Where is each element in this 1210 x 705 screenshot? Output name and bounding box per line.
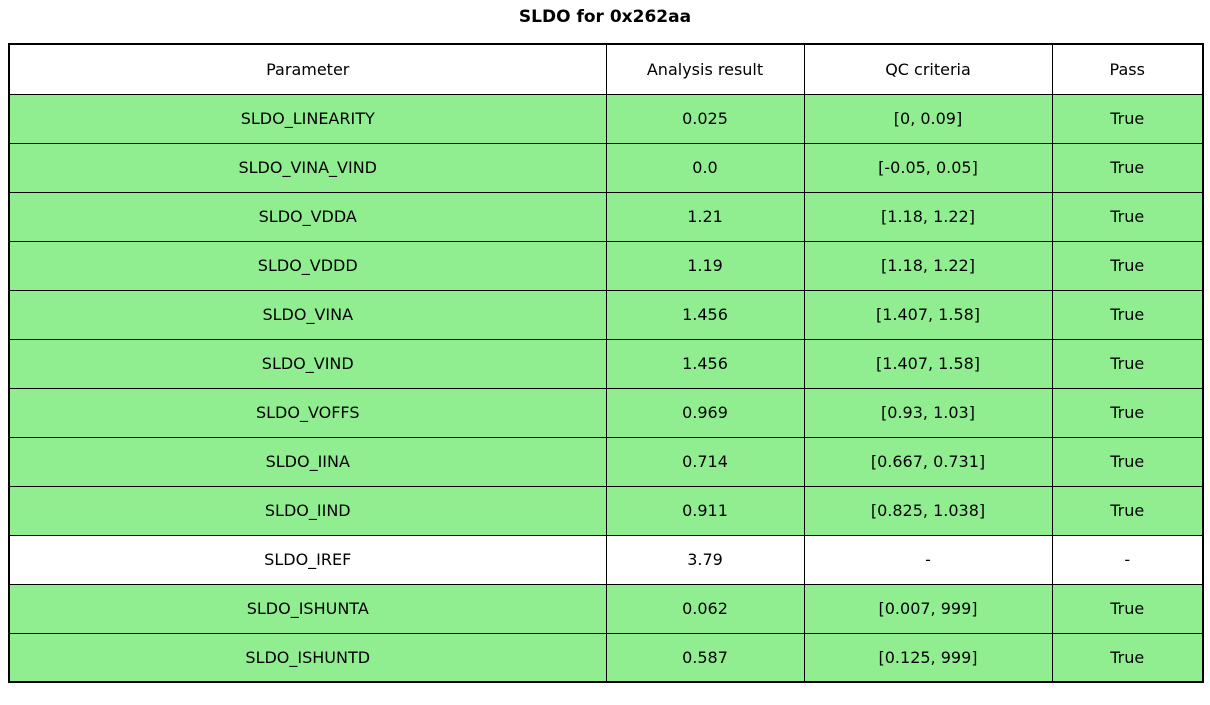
qc-results-table: Parameter Analysis result QC criteria Pa…	[8, 43, 1204, 683]
cell-parameter: SLDO_VOFFS	[8, 387, 607, 438]
table-row-sldo-iina: SLDO_IINA 0.714 [0.667, 0.731] True	[8, 436, 1204, 487]
table-row-sldo-iref: SLDO_IREF 3.79 - -	[8, 534, 1204, 585]
cell-analysis-result: 0.969	[605, 387, 805, 438]
cell-analysis-result: 1.456	[605, 289, 805, 340]
cell-qc-criteria: -	[803, 534, 1053, 585]
table-row-sldo-vind: SLDO_VIND 1.456 [1.407, 1.58] True	[8, 338, 1204, 389]
column-header-parameter: Parameter	[8, 43, 607, 95]
cell-analysis-result: 1.19	[605, 240, 805, 291]
header-row: Parameter Analysis result QC criteria Pa…	[8, 43, 1204, 95]
cell-parameter: SLDO_ISHUNTA	[8, 583, 607, 634]
cell-parameter: SLDO_ISHUNTD	[8, 632, 607, 683]
cell-qc-criteria: [0, 0.09]	[803, 93, 1053, 144]
table-row-sldo-vina: SLDO_VINA 1.456 [1.407, 1.58] True	[8, 289, 1204, 340]
cell-parameter: SLDO_VIND	[8, 338, 607, 389]
cell-pass: True	[1051, 142, 1204, 193]
cell-pass: True	[1051, 289, 1204, 340]
column-header-analysis-result: Analysis result	[605, 43, 805, 95]
table-row-sldo-ishuntd: SLDO_ISHUNTD 0.587 [0.125, 999] True	[8, 632, 1204, 683]
cell-qc-criteria: [1.18, 1.22]	[803, 191, 1053, 242]
cell-pass: True	[1051, 387, 1204, 438]
table-row-sldo-ishunta: SLDO_ISHUNTA 0.062 [0.007, 999] True	[8, 583, 1204, 634]
cell-analysis-result: 1.21	[605, 191, 805, 242]
cell-analysis-result: 3.79	[605, 534, 805, 585]
cell-pass: True	[1051, 485, 1204, 536]
cell-analysis-result: 0.911	[605, 485, 805, 536]
cell-pass: True	[1051, 93, 1204, 144]
column-header-pass: Pass	[1051, 43, 1204, 95]
cell-pass: True	[1051, 632, 1204, 683]
cell-qc-criteria: [0.667, 0.731]	[803, 436, 1053, 487]
cell-analysis-result: 0.587	[605, 632, 805, 683]
column-header-qc-criteria: QC criteria	[803, 43, 1053, 95]
cell-pass: True	[1051, 583, 1204, 634]
cell-parameter: SLDO_VDDD	[8, 240, 607, 291]
cell-pass: True	[1051, 436, 1204, 487]
page-title: SLDO for 0x262aa	[518, 7, 692, 27]
cell-qc-criteria: [0.125, 999]	[803, 632, 1053, 683]
cell-pass: True	[1051, 240, 1204, 291]
table-row-sldo-voffs: SLDO_VOFFS 0.969 [0.93, 1.03] True	[8, 387, 1204, 438]
cell-qc-criteria: [0.007, 999]	[803, 583, 1053, 634]
cell-pass: True	[1051, 191, 1204, 242]
table-row-sldo-vdda: SLDO_VDDA 1.21 [1.18, 1.22] True	[8, 191, 1204, 242]
cell-analysis-result: 0.062	[605, 583, 805, 634]
cell-parameter: SLDO_IINA	[8, 436, 607, 487]
cell-parameter: SLDO_VINA_VIND	[8, 142, 607, 193]
cell-analysis-result: 0.714	[605, 436, 805, 487]
cell-qc-criteria: [1.407, 1.58]	[803, 338, 1053, 389]
cell-parameter: SLDO_IREF	[8, 534, 607, 585]
cell-parameter: SLDO_VINA	[8, 289, 607, 340]
cell-pass: -	[1051, 534, 1204, 585]
cell-qc-criteria: [-0.05, 0.05]	[803, 142, 1053, 193]
cell-analysis-result: 0.025	[605, 93, 805, 144]
cell-parameter: SLDO_VDDA	[8, 191, 607, 242]
table-row-sldo-vina-vind: SLDO_VINA_VIND 0.0 [-0.05, 0.05] True	[8, 142, 1204, 193]
cell-analysis-result: 1.456	[605, 338, 805, 389]
cell-qc-criteria: [1.18, 1.22]	[803, 240, 1053, 291]
cell-parameter: SLDO_LINEARITY	[8, 93, 607, 144]
cell-qc-criteria: [0.825, 1.038]	[803, 485, 1053, 536]
cell-parameter: SLDO_IIND	[8, 485, 607, 536]
cell-analysis-result: 0.0	[605, 142, 805, 193]
table-row-sldo-linearity: SLDO_LINEARITY 0.025 [0, 0.09] True	[8, 93, 1204, 144]
table-row-sldo-iind: SLDO_IIND 0.911 [0.825, 1.038] True	[8, 485, 1204, 536]
cell-pass: True	[1051, 338, 1204, 389]
cell-qc-criteria: [1.407, 1.58]	[803, 289, 1053, 340]
cell-qc-criteria: [0.93, 1.03]	[803, 387, 1053, 438]
table-row-sldo-vddd: SLDO_VDDD 1.19 [1.18, 1.22] True	[8, 240, 1204, 291]
